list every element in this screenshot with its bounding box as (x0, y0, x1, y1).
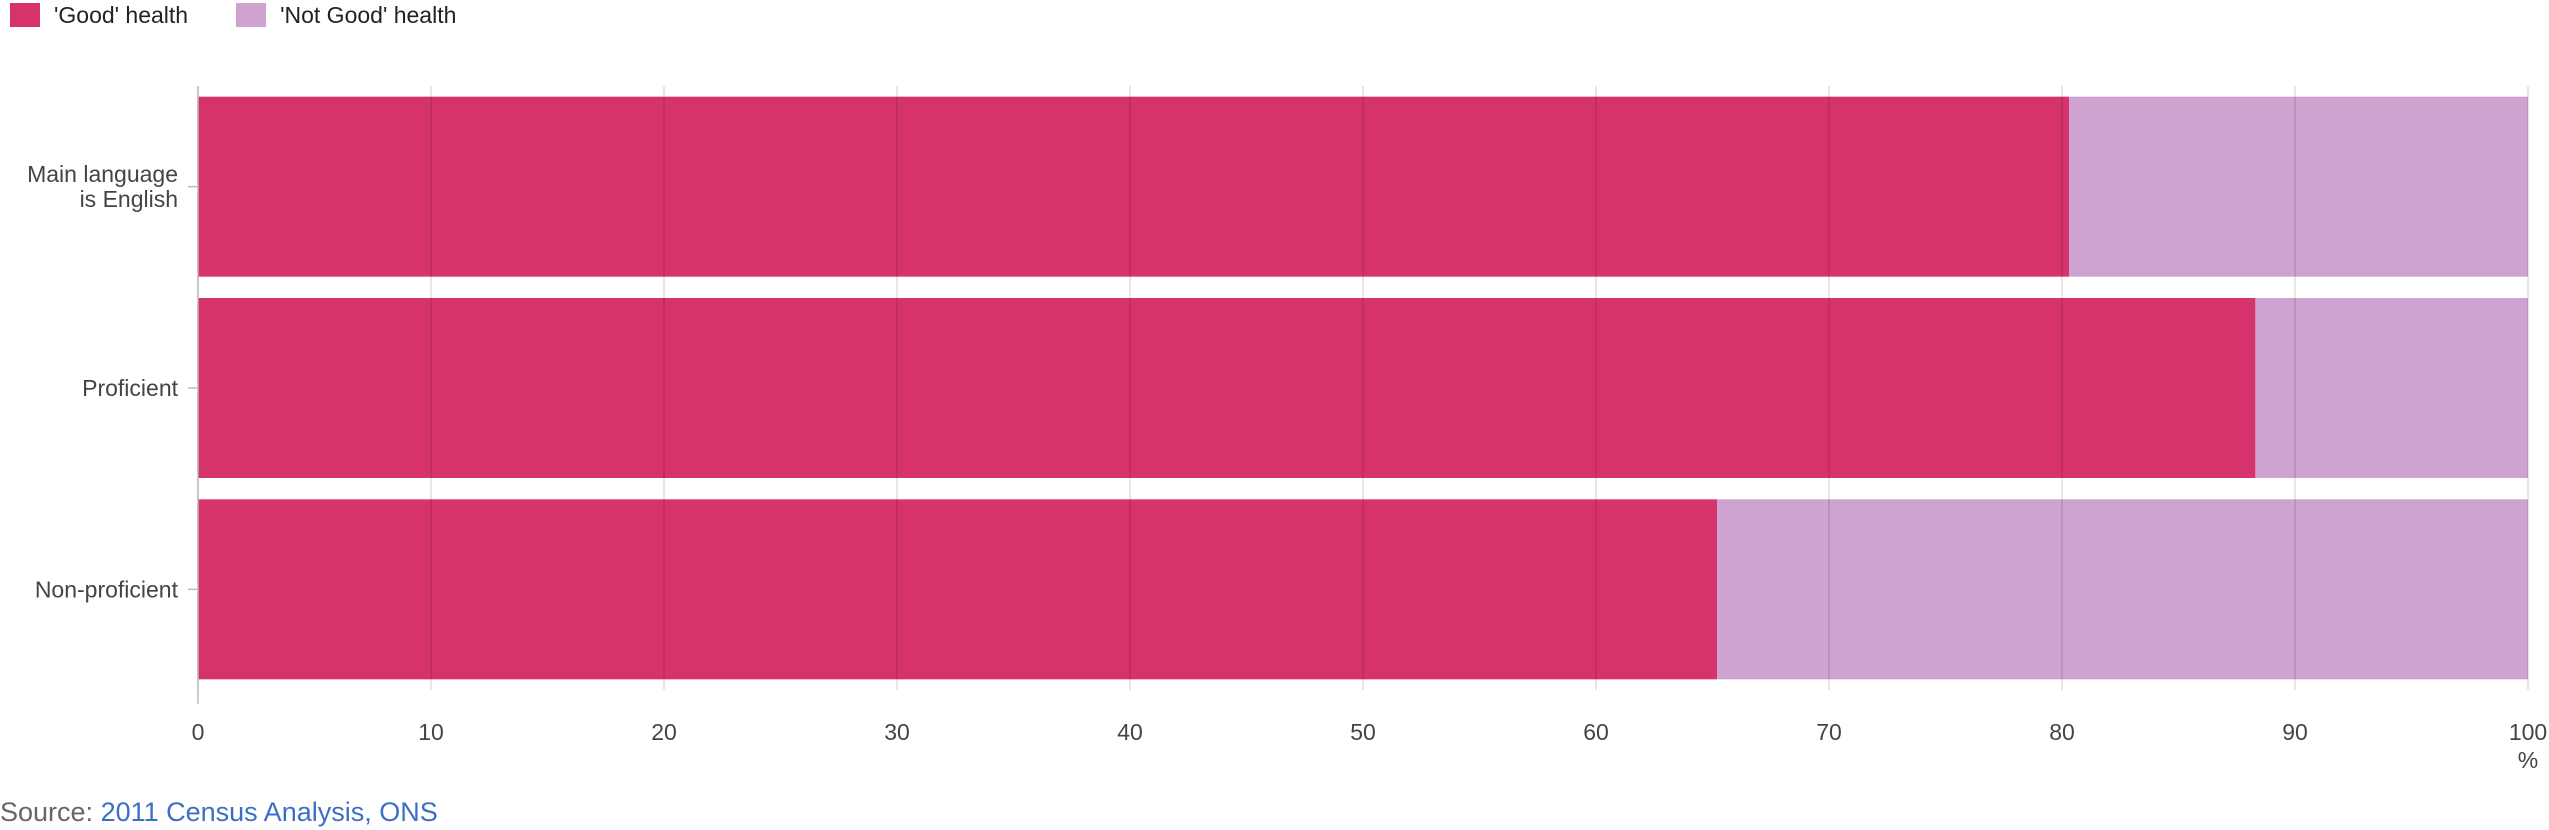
x-tick-label-9: 90 (2282, 719, 2308, 745)
legend-label-not-good-health: 'Not Good' health (280, 1, 457, 28)
legend-swatch-not-good-health (236, 3, 267, 27)
bar-good-health-1 (198, 298, 2256, 478)
legend-item-good-health: 'Good' health (10, 2, 188, 29)
x-tick-label-8: 80 (2049, 719, 2075, 745)
x-axis-unit: % (2518, 747, 2538, 773)
legend-label-good-health: 'Good' health (54, 1, 189, 28)
x-tick-label-4: 40 (1117, 719, 1143, 745)
bar-not-good-health-0 (2068, 96, 2528, 277)
x-tick-label-7: 70 (1816, 719, 1842, 745)
x-tick-label-0: 0 (192, 719, 205, 745)
source-note: Source: 2011 Census Analysis, ONS (0, 797, 438, 828)
source-prefix: Source: (0, 797, 101, 827)
source-link[interactable]: 2011 Census Analysis, ONS (100, 797, 438, 827)
x-tick-label-1: 10 (418, 719, 444, 745)
y-category-label-2: Non-proficient (35, 576, 179, 602)
x-tick-label-3: 30 (884, 719, 910, 745)
legend: 'Good' health 'Not Good' health (10, 0, 456, 30)
bar-good-health-0 (198, 96, 2069, 277)
legend-swatch-good-health (10, 3, 40, 27)
x-tick-label-5: 50 (1350, 719, 1376, 745)
bar-not-good-health-2 (1717, 499, 2528, 680)
x-tick-label-2: 20 (651, 719, 677, 745)
y-category-label-1: Proficient (82, 375, 178, 401)
legend-item-not-good-health: 'Not Good' health (236, 2, 456, 29)
stacked-bar-chart: 0 10 20 30 40 50 60 70 80 90 100% Main language is E… (27, 86, 2547, 773)
bar-not-good-health-1 (2255, 298, 2528, 478)
x-tick-label-10: 100 (2509, 719, 2547, 745)
y-category-label-0: Main language is English (27, 161, 178, 212)
bar-good-health-2 (198, 499, 1718, 680)
x-tick-label-6: 60 (1583, 719, 1609, 745)
